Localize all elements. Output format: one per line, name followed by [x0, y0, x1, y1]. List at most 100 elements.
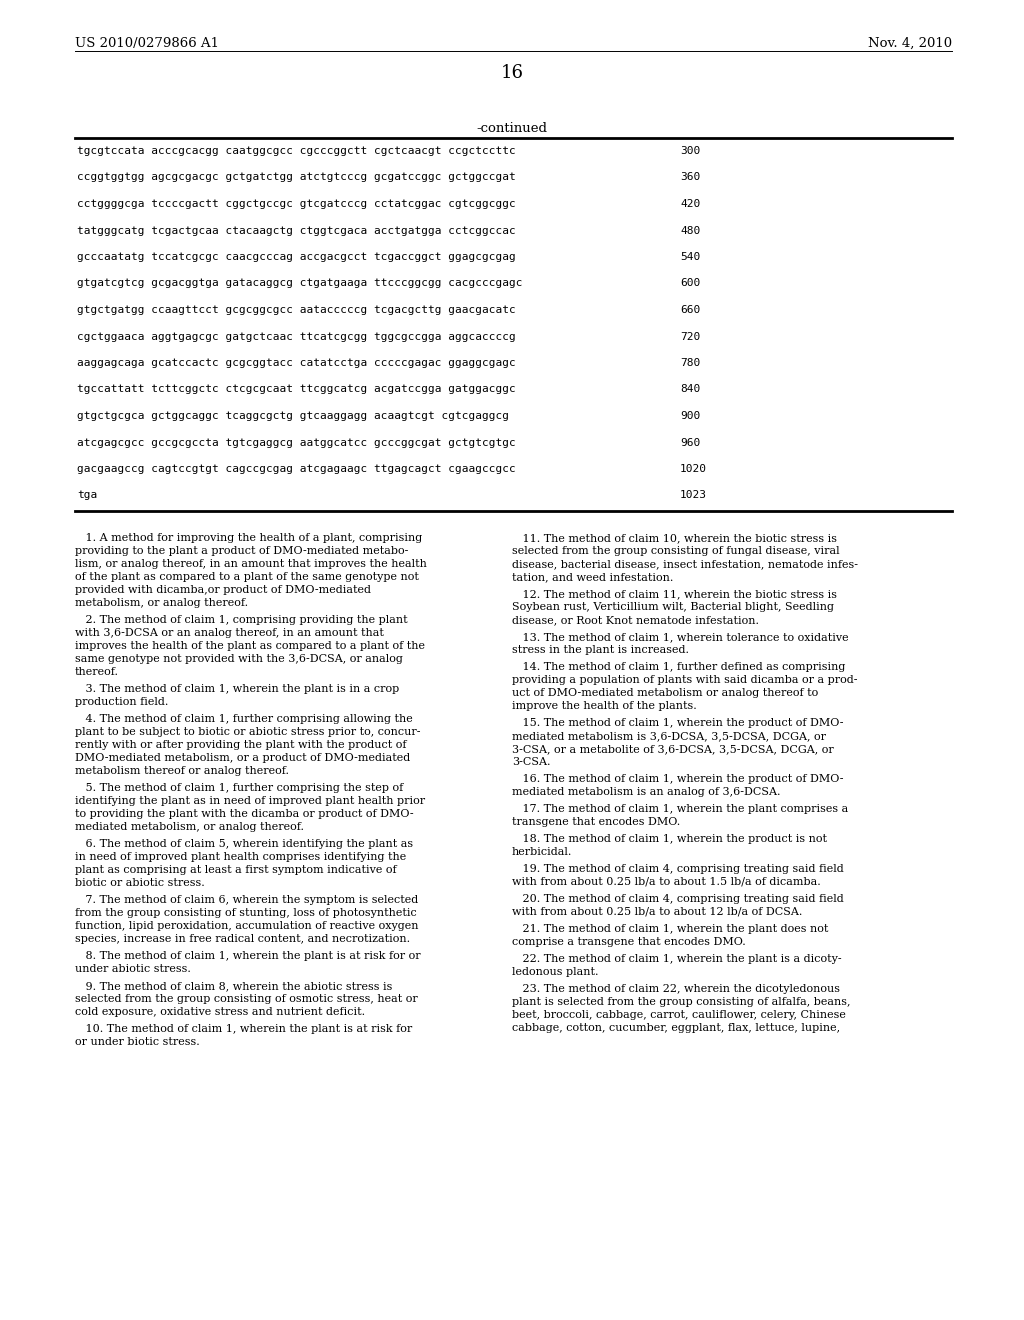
Text: mediated metabolism is 3,6-DCSA, 3,5-DCSA, DCGA, or: mediated metabolism is 3,6-DCSA, 3,5-DCS…: [512, 731, 826, 741]
Text: improve the health of the plants.: improve the health of the plants.: [512, 701, 696, 711]
Text: providing to the plant a product of DMO-mediated metabo-: providing to the plant a product of DMO-…: [75, 546, 409, 556]
Text: species, increase in free radical content, and necrotization.: species, increase in free radical conten…: [75, 935, 411, 944]
Text: 420: 420: [680, 199, 700, 209]
Text: 11. The method of claim 10, wherein the biotic stress is: 11. The method of claim 10, wherein the …: [512, 533, 837, 543]
Text: tga: tga: [77, 491, 97, 500]
Text: 300: 300: [680, 147, 700, 156]
Text: metabolism thereof or analog thereof.: metabolism thereof or analog thereof.: [75, 766, 289, 776]
Text: cabbage, cotton, cucumber, eggplant, flax, lettuce, lupine,: cabbage, cotton, cucumber, eggplant, fla…: [512, 1023, 840, 1034]
Text: 12. The method of claim 11, wherein the biotic stress is: 12. The method of claim 11, wherein the …: [512, 589, 837, 599]
Text: 3-CSA.: 3-CSA.: [512, 756, 551, 767]
Text: 22. The method of claim 1, wherein the plant is a dicoty-: 22. The method of claim 1, wherein the p…: [512, 954, 842, 964]
Text: thereof.: thereof.: [75, 667, 119, 677]
Text: plant as comprising at least a first symptom indicative of: plant as comprising at least a first sym…: [75, 865, 396, 875]
Text: atcgagcgcc gccgcgccta tgtcgaggcg aatggcatcc gcccggcgat gctgtcgtgc: atcgagcgcc gccgcgccta tgtcgaggcg aatggca…: [77, 437, 516, 447]
Text: metabolism, or analog thereof.: metabolism, or analog thereof.: [75, 598, 248, 609]
Text: -continued: -continued: [476, 121, 548, 135]
Text: 360: 360: [680, 173, 700, 182]
Text: gacgaagccg cagtccgtgt cagccgcgag atcgagaagc ttgagcagct cgaagccgcc: gacgaagccg cagtccgtgt cagccgcgag atcgaga…: [77, 465, 516, 474]
Text: biotic or abiotic stress.: biotic or abiotic stress.: [75, 878, 205, 888]
Text: 18. The method of claim 1, wherein the product is not: 18. The method of claim 1, wherein the p…: [512, 834, 827, 843]
Text: production field.: production field.: [75, 697, 168, 708]
Text: 15. The method of claim 1, wherein the product of DMO-: 15. The method of claim 1, wherein the p…: [512, 718, 844, 729]
Text: 540: 540: [680, 252, 700, 261]
Text: improves the health of the plant as compared to a plant of the: improves the health of the plant as comp…: [75, 642, 425, 651]
Text: 2. The method of claim 1, comprising providing the plant: 2. The method of claim 1, comprising pro…: [75, 615, 408, 624]
Text: Nov. 4, 2010: Nov. 4, 2010: [868, 37, 952, 50]
Text: 1023: 1023: [680, 491, 707, 500]
Text: tatgggcatg tcgactgcaa ctacaagctg ctggtcgaca acctgatgga cctcggccac: tatgggcatg tcgactgcaa ctacaagctg ctggtcg…: [77, 226, 516, 235]
Text: 660: 660: [680, 305, 700, 315]
Text: same genotype not provided with the 3,6-DCSA, or analog: same genotype not provided with the 3,6-…: [75, 653, 402, 664]
Text: under abiotic stress.: under abiotic stress.: [75, 964, 190, 974]
Text: disease, bacterial disease, insect infestation, nematode infes-: disease, bacterial disease, insect infes…: [512, 558, 858, 569]
Text: 720: 720: [680, 331, 700, 342]
Text: tgcgtccata acccgcacgg caatggcgcc cgcccggctt cgctcaacgt ccgctccttc: tgcgtccata acccgcacgg caatggcgcc cgcccgg…: [77, 147, 516, 156]
Text: rently with or after providing the plant with the product of: rently with or after providing the plant…: [75, 741, 407, 750]
Text: 16: 16: [501, 63, 523, 82]
Text: 5. The method of claim 1, further comprising the step of: 5. The method of claim 1, further compri…: [75, 783, 403, 793]
Text: mediated metabolism, or analog thereof.: mediated metabolism, or analog thereof.: [75, 822, 304, 832]
Text: 23. The method of claim 22, wherein the dicotyledonous: 23. The method of claim 22, wherein the …: [512, 983, 840, 994]
Text: 840: 840: [680, 384, 700, 395]
Text: gtgatcgtcg gcgacggtga gatacaggcg ctgatgaaga ttcccggcgg cacgcccgagc: gtgatcgtcg gcgacggtga gatacaggcg ctgatga…: [77, 279, 522, 289]
Text: gcccaatatg tccatcgcgc caacgcccag accgacgcct tcgaccggct ggagcgcgag: gcccaatatg tccatcgcgc caacgcccag accgacg…: [77, 252, 516, 261]
Text: 17. The method of claim 1, wherein the plant comprises a: 17. The method of claim 1, wherein the p…: [512, 804, 848, 814]
Text: function, lipid peroxidation, accumulation of reactive oxygen: function, lipid peroxidation, accumulati…: [75, 921, 419, 931]
Text: 1. A method for improving the health of a plant, comprising: 1. A method for improving the health of …: [75, 533, 422, 543]
Text: beet, broccoli, cabbage, carrot, cauliflower, celery, Chinese: beet, broccoli, cabbage, carrot, caulifl…: [512, 1010, 846, 1020]
Text: tgccattatt tcttcggctc ctcgcgcaat ttcggcatcg acgatccgga gatggacggc: tgccattatt tcttcggctc ctcgcgcaat ttcggca…: [77, 384, 516, 395]
Text: transgene that encodes DMO.: transgene that encodes DMO.: [512, 817, 680, 828]
Text: DMO-mediated metabolism, or a product of DMO-mediated: DMO-mediated metabolism, or a product of…: [75, 752, 411, 763]
Text: to providing the plant with the dicamba or product of DMO-: to providing the plant with the dicamba …: [75, 809, 414, 818]
Text: 3. The method of claim 1, wherein the plant is in a crop: 3. The method of claim 1, wherein the pl…: [75, 684, 399, 694]
Text: comprise a transgene that encodes DMO.: comprise a transgene that encodes DMO.: [512, 937, 745, 946]
Text: from the group consisting of stunting, loss of photosynthetic: from the group consisting of stunting, l…: [75, 908, 417, 917]
Text: ccggtggtgg agcgcgacgc gctgatctgg atctgtcccg gcgatccggc gctggccgat: ccggtggtgg agcgcgacgc gctgatctgg atctgtc…: [77, 173, 516, 182]
Text: with from about 0.25 lb/a to about 1.5 lb/a of dicamba.: with from about 0.25 lb/a to about 1.5 l…: [512, 876, 821, 887]
Text: 1020: 1020: [680, 465, 707, 474]
Text: 20. The method of claim 4, comprising treating said field: 20. The method of claim 4, comprising tr…: [512, 894, 844, 904]
Text: 900: 900: [680, 411, 700, 421]
Text: provided with dicamba,or product of DMO-mediated: provided with dicamba,or product of DMO-…: [75, 585, 371, 595]
Text: 21. The method of claim 1, wherein the plant does not: 21. The method of claim 1, wherein the p…: [512, 924, 828, 935]
Text: US 2010/0279866 A1: US 2010/0279866 A1: [75, 37, 219, 50]
Text: 7. The method of claim 6, wherein the symptom is selected: 7. The method of claim 6, wherein the sy…: [75, 895, 418, 906]
Text: or under biotic stress.: or under biotic stress.: [75, 1038, 200, 1047]
Text: stress in the plant is increased.: stress in the plant is increased.: [512, 645, 689, 655]
Text: disease, or Root Knot nematode infestation.: disease, or Root Knot nematode infestati…: [512, 615, 759, 624]
Text: 3-CSA, or a metabolite of 3,6-DCSA, 3,5-DCSA, DCGA, or: 3-CSA, or a metabolite of 3,6-DCSA, 3,5-…: [512, 744, 834, 754]
Text: with from about 0.25 lb/a to about 12 lb/a of DCSA.: with from about 0.25 lb/a to about 12 lb…: [512, 907, 803, 917]
Text: cgctggaaca aggtgagcgc gatgctcaac ttcatcgcgg tggcgccgga aggcaccccg: cgctggaaca aggtgagcgc gatgctcaac ttcatcg…: [77, 331, 516, 342]
Text: 8. The method of claim 1, wherein the plant is at risk for or: 8. The method of claim 1, wherein the pl…: [75, 950, 421, 961]
Text: ledonous plant.: ledonous plant.: [512, 968, 598, 977]
Text: in need of improved plant health comprises identifying the: in need of improved plant health compris…: [75, 851, 407, 862]
Text: identifying the plant as in need of improved plant health prior: identifying the plant as in need of impr…: [75, 796, 425, 807]
Text: providing a population of plants with said dicamba or a prod-: providing a population of plants with sa…: [512, 675, 857, 685]
Text: selected from the group consisting of osmotic stress, heat or: selected from the group consisting of os…: [75, 994, 418, 1005]
Text: plant to be subject to biotic or abiotic stress prior to, concur-: plant to be subject to biotic or abiotic…: [75, 727, 421, 737]
Text: Soybean rust, Verticillium wilt, Bacterial blight, Seedling: Soybean rust, Verticillium wilt, Bacteri…: [512, 602, 834, 612]
Text: 4. The method of claim 1, further comprising allowing the: 4. The method of claim 1, further compri…: [75, 714, 413, 723]
Text: 19. The method of claim 4, comprising treating said field: 19. The method of claim 4, comprising tr…: [512, 865, 844, 874]
Text: lism, or analog thereof, in an amount that improves the health: lism, or analog thereof, in an amount th…: [75, 558, 427, 569]
Text: 600: 600: [680, 279, 700, 289]
Text: uct of DMO-mediated metabolism or analog thereof to: uct of DMO-mediated metabolism or analog…: [512, 688, 818, 698]
Text: cold exposure, oxidative stress and nutrient deficit.: cold exposure, oxidative stress and nutr…: [75, 1007, 366, 1016]
Text: cctggggcga tccccgactt cggctgccgc gtcgatcccg cctatcggac cgtcggcggc: cctggggcga tccccgactt cggctgccgc gtcgatc…: [77, 199, 516, 209]
Text: 14. The method of claim 1, further defined as comprising: 14. The method of claim 1, further defin…: [512, 663, 846, 672]
Text: 480: 480: [680, 226, 700, 235]
Text: 6. The method of claim 5, wherein identifying the plant as: 6. The method of claim 5, wherein identi…: [75, 840, 413, 849]
Text: 10. The method of claim 1, wherein the plant is at risk for: 10. The method of claim 1, wherein the p…: [75, 1024, 413, 1034]
Text: with 3,6-DCSA or an analog thereof, in an amount that: with 3,6-DCSA or an analog thereof, in a…: [75, 628, 384, 638]
Text: gtgctgcgca gctggcaggc tcaggcgctg gtcaaggagg acaagtcgt cgtcgaggcg: gtgctgcgca gctggcaggc tcaggcgctg gtcaagg…: [77, 411, 509, 421]
Text: selected from the group consisting of fungal disease, viral: selected from the group consisting of fu…: [512, 546, 840, 556]
Text: tation, and weed infestation.: tation, and weed infestation.: [512, 572, 674, 582]
Text: 960: 960: [680, 437, 700, 447]
Text: aaggagcaga gcatccactc gcgcggtacc catatcctga cccccgagac ggaggcgagc: aaggagcaga gcatccactc gcgcggtacc catatcc…: [77, 358, 516, 368]
Text: 780: 780: [680, 358, 700, 368]
Text: mediated metabolism is an analog of 3,6-DCSA.: mediated metabolism is an analog of 3,6-…: [512, 787, 780, 797]
Text: plant is selected from the group consisting of alfalfa, beans,: plant is selected from the group consist…: [512, 997, 851, 1007]
Text: 9. The method of claim 8, wherein the abiotic stress is: 9. The method of claim 8, wherein the ab…: [75, 981, 392, 991]
Text: 13. The method of claim 1, wherein tolerance to oxidative: 13. The method of claim 1, wherein toler…: [512, 632, 849, 642]
